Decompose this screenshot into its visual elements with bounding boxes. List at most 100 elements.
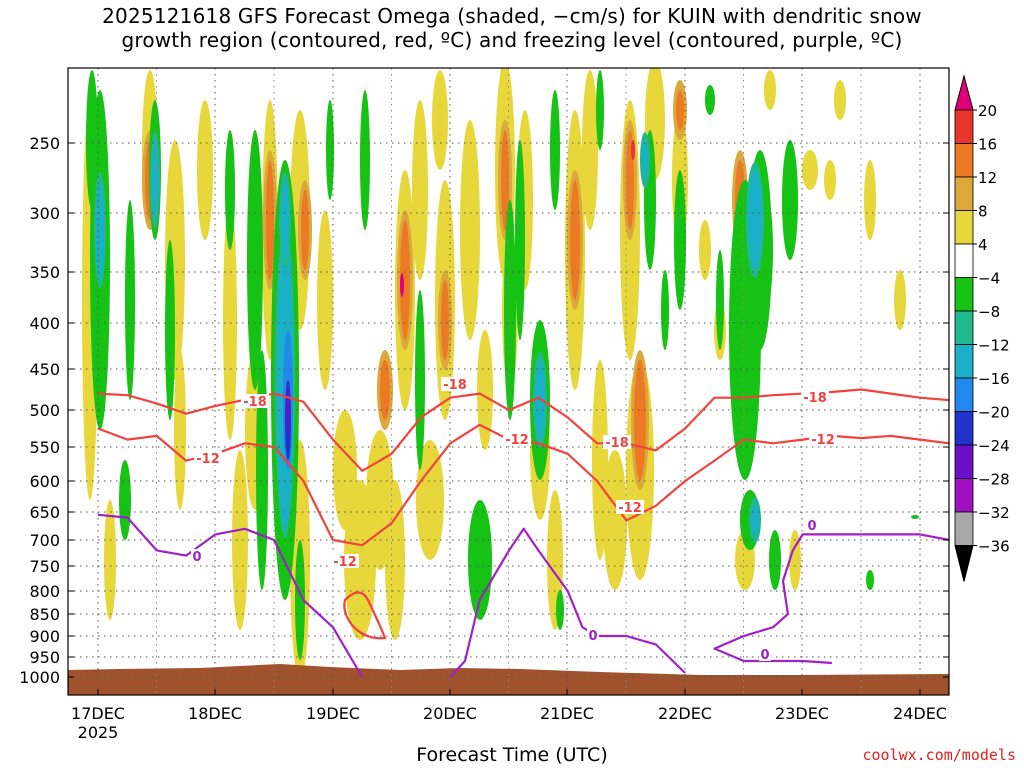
y-tick-label: 1000 [19, 668, 60, 687]
y-tick-label: 400 [29, 314, 60, 333]
contour-line-0-2 [97, 513, 364, 678]
y-tick-label: 250 [29, 134, 60, 153]
contour-label-bg [194, 451, 222, 465]
omega-shade-cell [385, 480, 405, 640]
chart-title-line-1: 2025121618 GFS Forecast Omega (shaded, −… [102, 4, 922, 28]
colorbar-label: 8 [978, 203, 988, 221]
omega-shade-cell [501, 130, 509, 230]
y-axis: 250 300 350 400 450 500 550 600 650 700 750 800 850 9… [19, 134, 949, 687]
omega-shade-cell [412, 100, 428, 280]
colorbar-label: −24 [978, 437, 1010, 455]
x-tick-label: 21DEC [540, 704, 594, 723]
contour-label-bg [191, 549, 203, 563]
omega-shade-cell [125, 200, 135, 400]
contour-label: -12 [505, 433, 529, 448]
chart-title: 2025121618 GFS Forecast Omega (shaded, −… [0, 4, 1024, 52]
colorbar-label: −8 [978, 303, 1000, 321]
omega-shade-cell [556, 590, 564, 630]
omega-shade-cell [894, 270, 906, 330]
omega-shading [68, 68, 949, 695]
omega-shade-cell [441, 280, 449, 360]
contour-label-bg [806, 518, 818, 532]
contour-lines: -18 -18 -18 -18 -12 -12 -12 -12 -12 0 0 0 0 [97, 377, 949, 678]
omega-shade-cell [477, 330, 493, 450]
omega-shade-cell [223, 200, 237, 440]
omega-shade-cell [301, 190, 309, 270]
omega-shade-cell [834, 80, 846, 120]
omega-shade-cell [769, 530, 781, 590]
colorbar-label: −36 [978, 538, 1010, 556]
omega-shade-cell [119, 460, 131, 540]
omega-shade-cell [705, 85, 715, 115]
contour-label: 0 [192, 550, 201, 565]
y-tick-label: 500 [29, 401, 60, 420]
omega-shade-cell [104, 500, 116, 620]
colorbar-label: 4 [978, 236, 988, 254]
y-tick-label: 300 [29, 204, 60, 223]
omega-shade-cell [748, 170, 762, 270]
colorbar-segment [954, 143, 974, 178]
contour-label-bg [603, 435, 631, 449]
ground-surface [68, 664, 949, 695]
omega-shade-cell [716, 250, 724, 350]
y-tick-label: 700 [29, 531, 60, 550]
x-axis: 17DEC 18DEC 19DEC 20DEC 21DEC 22DEC 23DEC 24DEC… [71, 689, 947, 742]
x-axis-label: Forecast Time (UTC) [416, 744, 608, 766]
omega-shade-cell [174, 350, 186, 510]
omega-shade-cell [634, 360, 646, 480]
x-tick-label: 23DEC [775, 704, 829, 723]
colorbar-label: −28 [978, 471, 1010, 489]
omega-shade-cell [824, 160, 836, 200]
plot-frame [67, 67, 950, 696]
omega-shade-cell [674, 170, 686, 310]
contour-label: 0 [760, 648, 769, 663]
omega-shade-cell [661, 270, 669, 350]
contour-label-bg [241, 394, 269, 408]
omega-shade-cell [676, 90, 684, 130]
contour-label-bg [587, 628, 599, 642]
colorbar-label: 12 [978, 169, 997, 187]
omega-shade-cell [642, 140, 648, 180]
contour-label: -18 [443, 378, 467, 393]
colorbar-label: 16 [978, 136, 997, 154]
colorbar-segment [954, 444, 974, 479]
omega-shade-cell [751, 505, 759, 535]
contour-label: 0 [588, 629, 597, 644]
omega-shade-cell [266, 160, 274, 280]
omega-shade-cell [317, 210, 333, 390]
colorbar-label: −16 [978, 370, 1010, 388]
colorbar-segment [954, 243, 974, 278]
grid-lines [68, 68, 949, 695]
contour-label: -18 [243, 395, 267, 410]
colorbar-label: 20 [978, 102, 997, 120]
omega-shade-cell [515, 140, 525, 340]
contour-label-bg [503, 432, 531, 446]
colorbar-segment [954, 511, 974, 546]
contour-label-bg [801, 390, 829, 404]
omega-shade-cell [416, 440, 444, 560]
omega-shade-cell [96, 180, 104, 280]
contour-label-bg [809, 432, 837, 446]
omega-shade-cell [152, 140, 158, 220]
y-tick-label: 450 [29, 360, 60, 379]
colorbar-segment [954, 176, 974, 211]
contour-label: -12 [618, 501, 642, 516]
contour-line-0-4 [713, 533, 949, 665]
x-tick-label: 17DEC [71, 704, 125, 723]
y-tick-label: 800 [29, 582, 60, 601]
contour-label-bg [331, 554, 359, 568]
omega-shade-cell [165, 240, 175, 420]
omega-shade-cell [286, 385, 290, 435]
omega-shade-cell [782, 140, 798, 260]
colorbar-segment [954, 310, 974, 345]
contour-label: 0 [807, 519, 816, 534]
omega-shade-cell [802, 150, 818, 190]
contour-label-bg [759, 647, 771, 661]
y-tick-label: 750 [29, 557, 60, 576]
credit-text: coolwx.com/models [862, 746, 1016, 764]
y-tick-label: 550 [29, 438, 60, 457]
y-tick-label: 950 [29, 648, 60, 667]
omega-shade-cell [295, 540, 305, 660]
colorbar-segment [954, 411, 974, 446]
x-tick-label: 24DEC [893, 704, 947, 723]
